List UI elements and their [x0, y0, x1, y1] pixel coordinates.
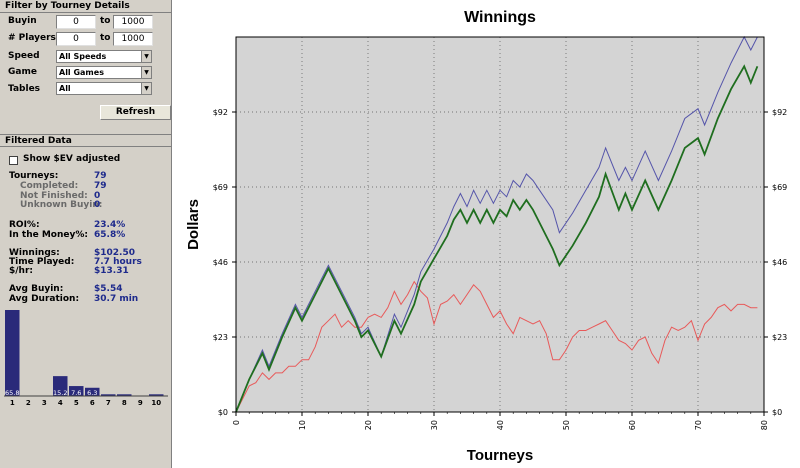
x-tick-label: 30	[430, 420, 439, 430]
filter-section-header: Filter by Tourney Details	[0, 0, 171, 13]
histogram-bar	[149, 394, 164, 396]
unknown-buyin-label: Unknown Buyin:	[20, 200, 103, 210]
itm-value: 65.8%	[94, 230, 126, 240]
histogram-category-label: 9	[138, 399, 143, 407]
x-tick-label: 0	[232, 420, 241, 425]
x-tick-label: 40	[496, 420, 505, 430]
y-tick-label: $92	[213, 108, 228, 117]
game-select[interactable]: All Games ▼	[56, 66, 152, 79]
tourneys-label: Tourneys:	[9, 171, 59, 181]
not-finished-label: Not Finished:	[20, 191, 88, 201]
histogram-category-label: 1	[10, 399, 15, 407]
tables-label: Tables	[8, 84, 41, 94]
x-tick-label: 50	[562, 420, 571, 430]
buyin-min-input[interactable]: 0	[56, 15, 96, 29]
tourneys-value: 79	[94, 171, 107, 181]
histogram-category-label: 2	[26, 399, 31, 407]
tables-select[interactable]: All ▼	[56, 82, 152, 95]
histogram-bar	[117, 394, 132, 396]
chevron-down-icon[interactable]: ▼	[141, 83, 151, 94]
roi-value: 23.4%	[94, 220, 126, 230]
time-played-value: 7.7 hours	[94, 257, 142, 267]
players-to-label: to	[100, 33, 111, 43]
y-tick-label-right: $23	[772, 333, 787, 342]
chevron-down-icon[interactable]: ▼	[141, 51, 151, 62]
winnings-label: Winnings:	[9, 248, 60, 258]
histogram-bar	[5, 310, 20, 396]
y-tick-label-right: $46	[772, 258, 787, 267]
x-tick-label: 60	[628, 420, 637, 430]
plot-frame	[235, 36, 765, 413]
avg-duration-value: 30.7 min	[94, 294, 139, 304]
roi-label: ROI%:	[9, 220, 40, 230]
tables-select-value: All	[59, 84, 71, 93]
chevron-down-icon[interactable]: ▼	[141, 67, 151, 78]
avg-duration-label: Avg Duration:	[9, 294, 80, 304]
buyin-max-input[interactable]: 1000	[113, 15, 153, 29]
y-axis-label: Dollars	[185, 199, 202, 250]
time-played-label: Time Played:	[9, 257, 75, 267]
x-tick-label: 20	[364, 420, 373, 430]
y-tick-label: $46	[213, 258, 228, 267]
players-min-input[interactable]: 0	[56, 32, 96, 46]
completed-value: 79	[94, 181, 107, 191]
speed-select[interactable]: All Speeds ▼	[56, 50, 152, 63]
histogram-category-label: 5	[74, 399, 79, 407]
unknown-buyin-value: 0	[94, 200, 101, 210]
y-tick-label-right: $0	[772, 408, 782, 417]
finish-position-histogram: 65.8 1 2 3 15.2 4 7.6 5 6.3 6 7 8 9 10	[4, 310, 168, 407]
filter-sidebar: Filter by Tourney Details Buyin 0 to 100…	[0, 0, 172, 468]
histogram-category-label: 7	[106, 399, 111, 407]
speed-label: Speed	[8, 51, 40, 61]
x-tick-label: 10	[298, 420, 307, 430]
y-tick-label: $0	[218, 408, 228, 417]
not-finished-value: 0	[94, 191, 101, 201]
hourly-label: $/hr:	[9, 266, 33, 276]
chart-title: Winnings	[464, 9, 536, 26]
histogram-category-label: 4	[58, 399, 63, 407]
game-select-value: All Games	[59, 68, 104, 77]
series-line-3	[235, 280, 758, 413]
histogram-bar-label: 65.8	[5, 389, 19, 397]
x-tick-label: 80	[760, 420, 769, 430]
itm-label: In the Money%:	[9, 230, 88, 240]
histogram-category-label: 3	[42, 399, 47, 407]
histogram-bar-label: 7.6	[71, 389, 81, 397]
show-ev-checkbox[interactable]	[9, 156, 18, 165]
completed-label: Completed:	[20, 181, 79, 191]
histogram-bar	[101, 394, 116, 396]
speed-select-value: All Speeds	[59, 52, 107, 61]
filtered-data-header: Filtered Data	[0, 134, 171, 147]
y-tick-label-right: $92	[772, 108, 787, 117]
y-tick-label: $23	[213, 333, 228, 342]
y-tick-label: $69	[213, 183, 228, 192]
hourly-value: $13.31	[94, 266, 129, 276]
series-line-2	[235, 64, 759, 413]
buyin-label: Buyin	[8, 16, 37, 26]
winnings-value: $102.50	[94, 248, 135, 258]
refresh-button[interactable]: Refresh	[100, 105, 171, 120]
histogram-bar	[69, 386, 84, 396]
histogram-category-label: 10	[151, 399, 161, 407]
y-tick-label-right: $69	[772, 183, 787, 192]
show-ev-label: Show $EV adjusted	[23, 154, 121, 164]
x-axis-label: Tourneys	[467, 447, 533, 464]
buyin-to-label: to	[100, 16, 111, 26]
histogram-bar-label: 15.2	[53, 389, 67, 397]
players-label: # Players	[8, 33, 56, 43]
series-line-1	[235, 35, 758, 413]
histogram-category-label: 6	[90, 399, 95, 407]
game-label: Game	[8, 67, 37, 77]
avg-buyin-label: Avg Buyin:	[9, 284, 64, 294]
histogram-bar-label: 6.3	[87, 389, 97, 397]
avg-buyin-value: $5.54	[94, 284, 123, 294]
histogram-bar	[85, 387, 100, 396]
histogram-category-label: 8	[122, 399, 127, 407]
x-tick-label: 70	[694, 420, 703, 430]
players-max-input[interactable]: 1000	[113, 32, 153, 46]
histogram-bar	[53, 376, 68, 396]
